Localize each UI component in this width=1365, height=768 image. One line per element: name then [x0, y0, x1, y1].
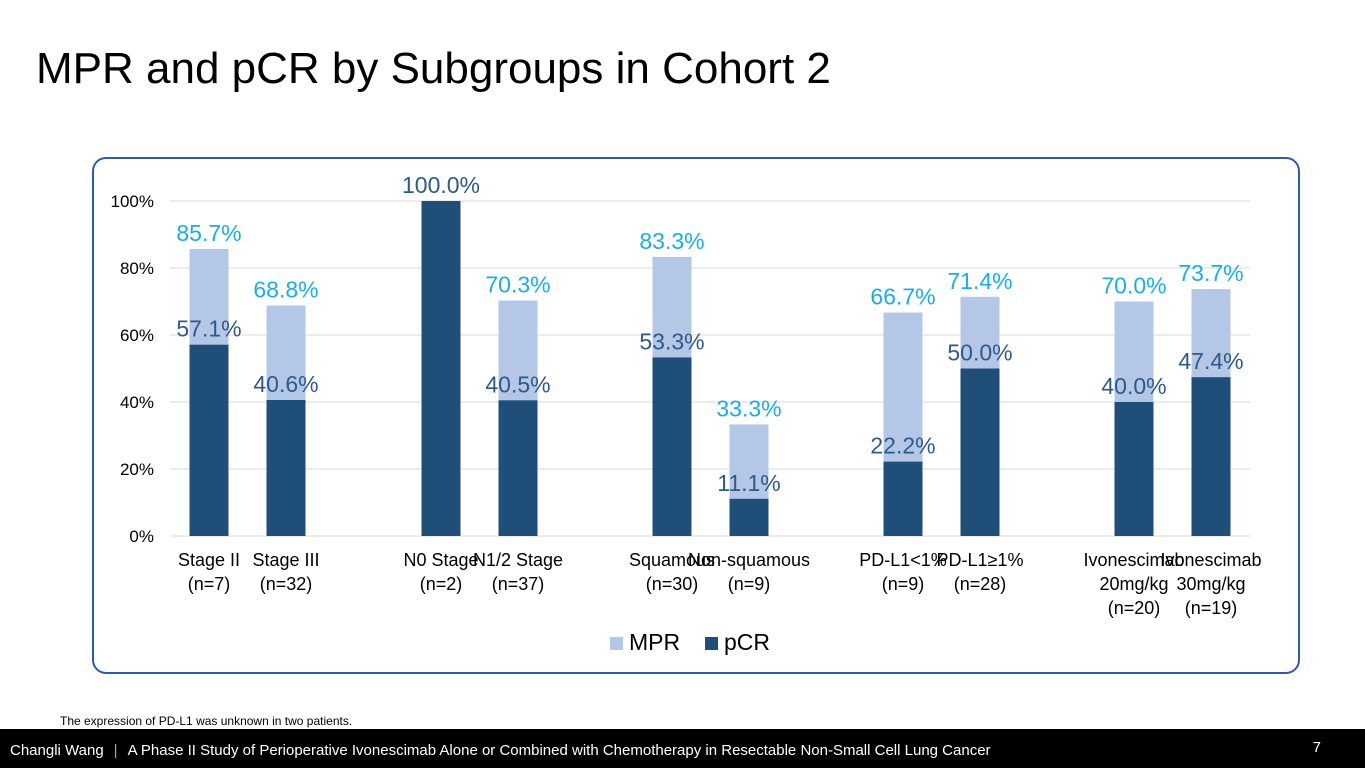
x-tick-label: (n=9): [882, 574, 925, 594]
x-tick-label: 30mg/kg: [1176, 574, 1245, 594]
pcr-bar: [960, 368, 1000, 536]
pcr-bar: [1191, 377, 1231, 536]
x-tick-label: N0 Stage: [403, 550, 478, 570]
mpr-data-label: 73.7%: [1178, 260, 1243, 286]
y-tick-label: 60%: [120, 326, 154, 345]
pcr-data-label: 11.1%: [717, 470, 781, 496]
mpr-data-label: 68.8%: [253, 277, 318, 303]
x-tick-label: (n=19): [1185, 598, 1238, 618]
pcr-data-label: 22.2%: [870, 433, 935, 459]
x-tick-label: (n=37): [492, 574, 545, 594]
x-tick-label: (n=2): [420, 574, 463, 594]
mpr-data-label: 83.3%: [639, 228, 704, 254]
pcr-data-label: 40.6%: [253, 371, 318, 397]
footer-author: Changli Wang: [10, 742, 104, 759]
x-tick-label: (n=20): [1108, 598, 1161, 618]
slide-title: MPR and pCR by Subgroups in Cohort 2: [36, 44, 831, 93]
pcr-bar: [883, 461, 923, 536]
x-tick-label: PD-L1≥1%: [937, 550, 1024, 570]
x-tick-label: N1/2 Stage: [473, 550, 563, 570]
subgroup-bar-chart: 0% 20% 40% 60% 80% 100% 85.7% 57.1% 68.8% 40.6% 10…: [111, 172, 1262, 655]
chart-frame: 0% 20% 40% 60% 80% 100% 85.7% 57.1% 68.8% 40.6% 10…: [92, 157, 1300, 674]
pcr-data-label: 57.1%: [176, 316, 241, 342]
legend-swatch: [610, 637, 623, 650]
y-tick-label: 40%: [120, 393, 154, 412]
x-tick-label: Stage III: [252, 550, 319, 570]
pcr-data-label: 53.3%: [639, 328, 704, 354]
x-tick-label: Ivonescimab: [1160, 550, 1261, 570]
x-tick-label: Squamous: [629, 550, 715, 570]
y-tick-label: 80%: [120, 259, 154, 278]
x-tick-label: Non-squamous: [688, 550, 810, 570]
mpr-data-label: 33.3%: [716, 395, 781, 421]
x-tick-label: (n=32): [260, 574, 313, 594]
y-tick-label: 100%: [111, 192, 154, 211]
page-number: 7: [1312, 739, 1321, 756]
pcr-bar: [1114, 402, 1154, 536]
pcr-data-label: 50.0%: [947, 340, 1012, 366]
mpr-data-label: 85.7%: [176, 220, 241, 246]
pcr-bar: [498, 400, 538, 536]
x-tick-label: (n=9): [728, 574, 771, 594]
mpr-data-label: 71.4%: [947, 268, 1012, 294]
footer-separator: |: [113, 742, 118, 759]
pcr-data-label: 40.0%: [1101, 373, 1166, 399]
pcr-bar: [729, 498, 769, 536]
y-tick-label: 0%: [129, 527, 154, 546]
mpr-data-label: 70.0%: [1101, 273, 1166, 299]
x-tick-label: PD-L1<1%: [859, 550, 947, 570]
x-tick-label: (n=7): [188, 574, 231, 594]
x-tick-label: Stage II: [178, 550, 240, 570]
legend-label: pCR: [724, 629, 770, 655]
pcr-bar: [652, 357, 692, 536]
footer-study-title: A Phase II Study of Perioperative Ivones…: [127, 742, 991, 759]
pcr-bar: [266, 399, 306, 536]
legend-swatch: [705, 637, 718, 650]
legend-label: MPR: [629, 629, 680, 655]
y-tick-label: 20%: [120, 460, 154, 479]
x-tick-label: (n=28): [954, 574, 1007, 594]
pcr-bar: [189, 344, 229, 536]
pcr-data-label: 100.0%: [402, 172, 480, 198]
x-tick-label: 20mg/kg: [1099, 574, 1168, 594]
x-tick-label: Ivonescimab: [1083, 550, 1184, 570]
mpr-data-label: 70.3%: [485, 271, 550, 297]
footer-bar: Changli Wang | A Phase II Study of Periope…: [0, 729, 1365, 768]
mpr-data-label: 66.7%: [870, 284, 935, 310]
pcr-data-label: 40.5%: [485, 371, 550, 397]
pcr-data-label: 47.4%: [1178, 348, 1243, 374]
footnote: The expression of PD-L1 was unknown in t…: [60, 714, 353, 728]
pcr-bar: [421, 201, 461, 536]
footer-text: Changli Wang | A Phase II Study of Periope…: [10, 742, 991, 759]
x-tick-label: (n=30): [646, 574, 699, 594]
